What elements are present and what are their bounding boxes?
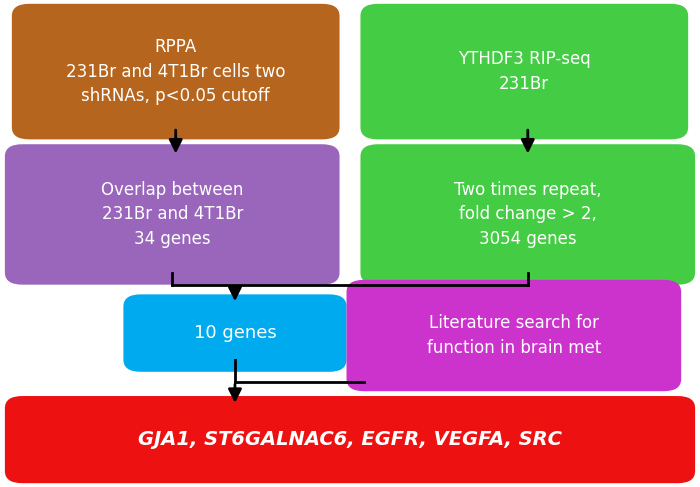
Text: YTHDF3 RIP-seq
231Br: YTHDF3 RIP-seq 231Br xyxy=(458,51,591,93)
FancyBboxPatch shape xyxy=(360,4,688,139)
FancyBboxPatch shape xyxy=(12,4,339,139)
FancyBboxPatch shape xyxy=(346,280,681,391)
FancyBboxPatch shape xyxy=(5,144,339,285)
FancyBboxPatch shape xyxy=(360,144,695,285)
FancyBboxPatch shape xyxy=(123,294,346,372)
Text: GJA1, ST6GALNAC6, EGFR, VEGFA, SRC: GJA1, ST6GALNAC6, EGFR, VEGFA, SRC xyxy=(138,430,562,449)
Text: Literature search for
function in brain met: Literature search for function in brain … xyxy=(427,314,601,356)
Text: Overlap between
231Br and 4T1Br
34 genes: Overlap between 231Br and 4T1Br 34 genes xyxy=(101,181,244,248)
Text: 10 genes: 10 genes xyxy=(194,324,276,342)
Text: RPPA
231Br and 4T1Br cells two
shRNAs, p<0.05 cutoff: RPPA 231Br and 4T1Br cells two shRNAs, p… xyxy=(66,38,286,105)
Text: Two times repeat,
fold change > 2,
3054 genes: Two times repeat, fold change > 2, 3054 … xyxy=(454,181,601,248)
FancyBboxPatch shape xyxy=(5,396,695,483)
